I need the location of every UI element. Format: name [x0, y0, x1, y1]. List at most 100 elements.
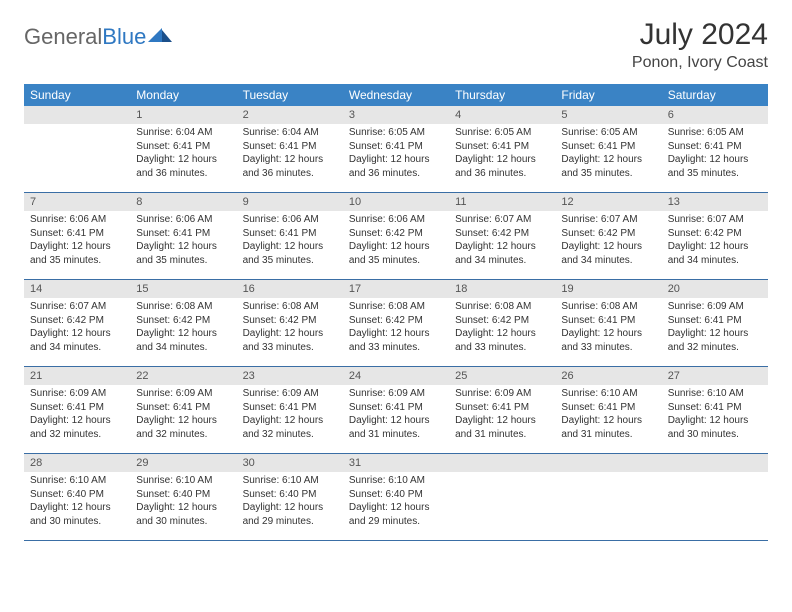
daylight-text: Daylight: 12 hours and 32 minutes.: [243, 414, 337, 441]
calendar-cell: 13Sunrise: 6:07 AMSunset: 6:42 PMDayligh…: [662, 193, 768, 279]
sunset-text: Sunset: 6:41 PM: [668, 314, 762, 328]
day-number: 30: [237, 454, 343, 472]
day-number: 10: [343, 193, 449, 211]
calendar-cell: 4Sunrise: 6:05 AMSunset: 6:41 PMDaylight…: [449, 106, 555, 192]
sunrise-text: Sunrise: 6:06 AM: [136, 213, 230, 227]
daylight-text: Daylight: 12 hours and 35 minutes.: [349, 240, 443, 267]
day-number: 17: [343, 280, 449, 298]
daylight-text: Daylight: 12 hours and 30 minutes.: [30, 501, 124, 528]
sunrise-text: Sunrise: 6:10 AM: [668, 387, 762, 401]
sunrise-text: Sunrise: 6:10 AM: [349, 474, 443, 488]
cell-body: Sunrise: 6:10 AMSunset: 6:40 PMDaylight:…: [130, 472, 236, 534]
sunset-text: Sunset: 6:41 PM: [668, 140, 762, 154]
calendar-cell: 12Sunrise: 6:07 AMSunset: 6:42 PMDayligh…: [555, 193, 661, 279]
cell-body: Sunrise: 6:04 AMSunset: 6:41 PMDaylight:…: [130, 124, 236, 186]
day-number: 21: [24, 367, 130, 385]
cell-body: Sunrise: 6:05 AMSunset: 6:41 PMDaylight:…: [343, 124, 449, 186]
sunrise-text: Sunrise: 6:10 AM: [561, 387, 655, 401]
sunset-text: Sunset: 6:41 PM: [243, 227, 337, 241]
day-number: 23: [237, 367, 343, 385]
sunrise-text: Sunrise: 6:05 AM: [668, 126, 762, 140]
daylight-text: Daylight: 12 hours and 34 minutes.: [136, 327, 230, 354]
sunset-text: Sunset: 6:40 PM: [136, 488, 230, 502]
weekday-header: Friday: [555, 84, 661, 106]
day-number: 9: [237, 193, 343, 211]
sunset-text: Sunset: 6:41 PM: [561, 314, 655, 328]
title-block: July 2024 Ponon, Ivory Coast: [632, 18, 768, 72]
sunrise-text: Sunrise: 6:08 AM: [349, 300, 443, 314]
sunrise-text: Sunrise: 6:10 AM: [243, 474, 337, 488]
cell-body: Sunrise: 6:08 AMSunset: 6:42 PMDaylight:…: [237, 298, 343, 360]
month-title: July 2024: [632, 18, 768, 52]
calendar-cell: 24Sunrise: 6:09 AMSunset: 6:41 PMDayligh…: [343, 367, 449, 453]
sunrise-text: Sunrise: 6:09 AM: [136, 387, 230, 401]
sunset-text: Sunset: 6:42 PM: [455, 314, 549, 328]
sunset-text: Sunset: 6:41 PM: [243, 401, 337, 415]
sunset-text: Sunset: 6:42 PM: [668, 227, 762, 241]
calendar-cell: 1Sunrise: 6:04 AMSunset: 6:41 PMDaylight…: [130, 106, 236, 192]
sunset-text: Sunset: 6:41 PM: [561, 140, 655, 154]
calendar: Sunday Monday Tuesday Wednesday Thursday…: [24, 84, 768, 541]
daylight-text: Daylight: 12 hours and 33 minutes.: [455, 327, 549, 354]
cell-body: Sunrise: 6:05 AMSunset: 6:41 PMDaylight:…: [662, 124, 768, 186]
cell-body: Sunrise: 6:05 AMSunset: 6:41 PMDaylight:…: [555, 124, 661, 186]
calendar-cell: 9Sunrise: 6:06 AMSunset: 6:41 PMDaylight…: [237, 193, 343, 279]
calendar-cell: 17 Sunrise: 6:08 AMSunset: 6:42 PMDayligh…: [343, 280, 449, 366]
weekday-header-row: Sunday Monday Tuesday Wednesday Thursday…: [24, 84, 768, 106]
daylight-text: Daylight: 12 hours and 35 minutes.: [243, 240, 337, 267]
day-number: 19: [555, 280, 661, 298]
daylight-text: Daylight: 12 hours and 35 minutes.: [30, 240, 124, 267]
sunrise-text: Sunrise: 6:09 AM: [455, 387, 549, 401]
calendar-cell: [662, 454, 768, 540]
daylight-text: Daylight: 12 hours and 35 minutes.: [136, 240, 230, 267]
sunrise-text: Sunrise: 6:09 AM: [243, 387, 337, 401]
sunset-text: Sunset: 6:42 PM: [561, 227, 655, 241]
cell-body: Sunrise: 6:09 AMSunset: 6:41 PMDaylight:…: [449, 385, 555, 447]
daylight-text: Daylight: 12 hours and 30 minutes.: [668, 414, 762, 441]
daylight-text: Daylight: 12 hours and 34 minutes.: [561, 240, 655, 267]
cell-body: Sunrise: 6:09 AMSunset: 6:41 PMDaylight:…: [130, 385, 236, 447]
calendar-cell: 29Sunrise: 6:10 AMSunset: 6:40 PMDayligh…: [130, 454, 236, 540]
calendar-cell: 31Sunrise: 6:10 AMSunset: 6:40 PMDayligh…: [343, 454, 449, 540]
cell-body: Sunrise: 6:08 AMSunset: 6:41 PMDaylight:…: [555, 298, 661, 360]
day-number: 27: [662, 367, 768, 385]
sunset-text: Sunset: 6:41 PM: [30, 401, 124, 415]
sunrise-text: Sunrise: 6:07 AM: [561, 213, 655, 227]
daylight-text: Daylight: 12 hours and 35 minutes.: [668, 153, 762, 180]
day-number: 2: [237, 106, 343, 124]
calendar-cell: 7Sunrise: 6:06 AMSunset: 6:41 PMDaylight…: [24, 193, 130, 279]
daylight-text: Daylight: 12 hours and 33 minutes.: [349, 327, 443, 354]
calendar-cell: 23 Sunrise: 6:09 AMSunset: 6:41 PMDayligh…: [237, 367, 343, 453]
sunset-text: Sunset: 6:42 PM: [349, 314, 443, 328]
cell-body: Sunrise: 6:06 AMSunset: 6:41 PMDaylight:…: [237, 211, 343, 273]
calendar-cell: 8Sunrise: 6:06 AMSunset: 6:41 PMDaylight…: [130, 193, 236, 279]
day-number: [555, 454, 661, 472]
calendar-cell: 10Sunrise: 6:06 AMSunset: 6:42 PMDayligh…: [343, 193, 449, 279]
calendar-cell: 15Sunrise: 6:08 AMSunset: 6:42 PMDayligh…: [130, 280, 236, 366]
calendar-cell: [449, 454, 555, 540]
daylight-text: Daylight: 12 hours and 36 minutes.: [349, 153, 443, 180]
day-number: 24: [343, 367, 449, 385]
calendar-week: 7Sunrise: 6:06 AMSunset: 6:41 PMDaylight…: [24, 193, 768, 280]
day-number: 7: [24, 193, 130, 211]
day-number: 11: [449, 193, 555, 211]
day-number: 15: [130, 280, 236, 298]
daylight-text: Daylight: 12 hours and 29 minutes.: [349, 501, 443, 528]
day-number: 20: [662, 280, 768, 298]
daylight-text: Daylight: 12 hours and 36 minutes.: [455, 153, 549, 180]
sunrise-text: Sunrise: 6:08 AM: [136, 300, 230, 314]
sunset-text: Sunset: 6:40 PM: [30, 488, 124, 502]
day-number: 26: [555, 367, 661, 385]
sunrise-text: Sunrise: 6:07 AM: [455, 213, 549, 227]
calendar-cell: 21Sunrise: 6:09 AMSunset: 6:41 PMDayligh…: [24, 367, 130, 453]
daylight-text: Daylight: 12 hours and 34 minutes.: [455, 240, 549, 267]
day-number: 28: [24, 454, 130, 472]
day-number: 6: [662, 106, 768, 124]
sunset-text: Sunset: 6:41 PM: [668, 401, 762, 415]
daylight-text: Daylight: 12 hours and 36 minutes.: [243, 153, 337, 180]
cell-body: [24, 124, 130, 132]
calendar-cell: 5Sunrise: 6:05 AMSunset: 6:41 PMDaylight…: [555, 106, 661, 192]
logo-flag-icon: [148, 28, 174, 46]
sunrise-text: Sunrise: 6:09 AM: [349, 387, 443, 401]
day-number: [662, 454, 768, 472]
